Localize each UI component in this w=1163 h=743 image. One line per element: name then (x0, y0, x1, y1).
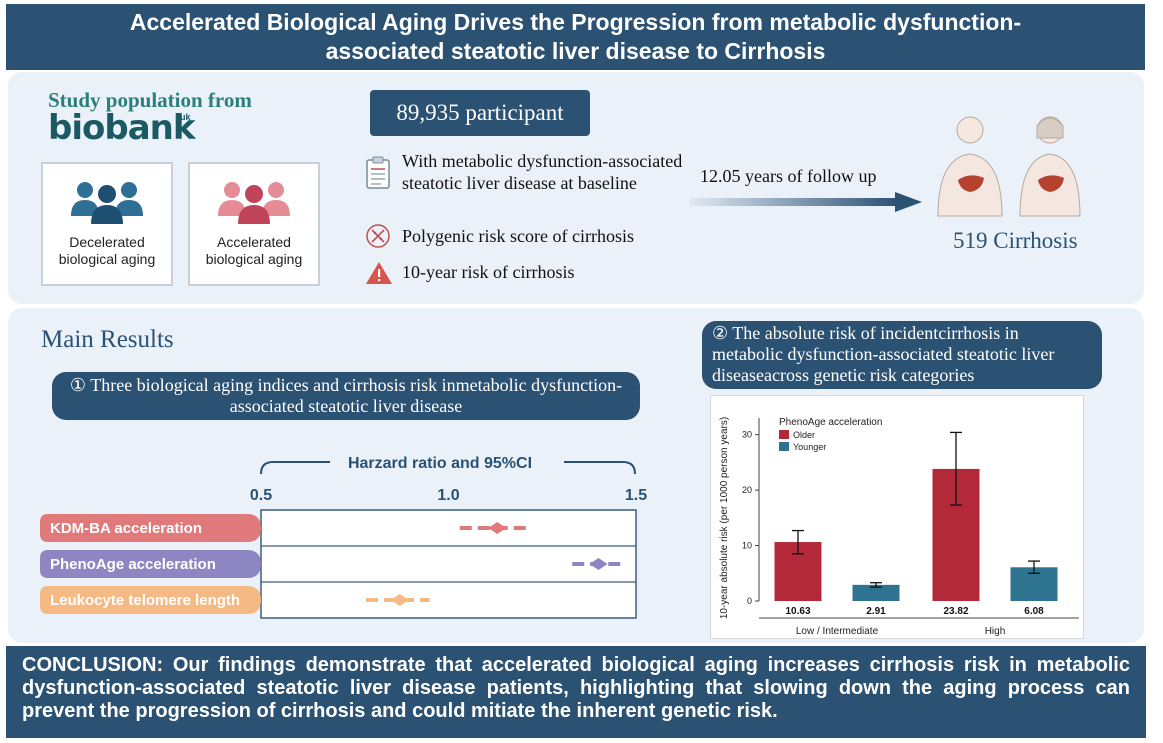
criterion-2-text: Polygenic risk score of cirrhosis (402, 226, 634, 246)
bar-value-label: 2.91 (866, 606, 886, 617)
criterion-1-text: With metabolic dysfunction-associated st… (402, 151, 683, 193)
warning-icon (366, 262, 392, 284)
follow-up-arrow (690, 192, 922, 212)
forest-point (589, 558, 608, 570)
bar-y-label: 10-year absolute risk (per 1000 person y… (719, 417, 730, 619)
forest-row-label-bg (40, 550, 261, 578)
conclusion-label: CONCLUSION: (22, 654, 164, 676)
group-label-2a: Accelerated (217, 234, 291, 250)
cirrhosis-count: 519 Cirrhosis (953, 228, 1078, 253)
forest-title: Harzard ratio and 95%CI (348, 455, 532, 472)
bar-category-label: High (985, 626, 1006, 637)
bar-chart-svg: 10-year absolute risk (per 1000 person y… (719, 417, 1079, 637)
forest-tick-label: 0.5 (250, 487, 272, 504)
forest-row-label-bg (40, 586, 261, 614)
bar-chart: 10-year absolute risk (per 1000 person y… (710, 395, 1084, 639)
bar-y-tick-label: 10 (742, 541, 752, 551)
legend-swatch-younger (779, 442, 789, 451)
group-decelerated: Decelerated biological aging (41, 162, 173, 286)
follow-up-label: 12.05 years of follow up (700, 166, 877, 186)
bar-y-tick-label: 0 (747, 596, 752, 606)
biobank-logo-sup: uk (180, 112, 191, 122)
bar-value-label: 10.63 (785, 606, 810, 617)
forest-point (390, 594, 409, 606)
group-label-1a: Decelerated (69, 234, 145, 250)
title-line-1: Accelerated Biological Aging Drives the … (129, 9, 1022, 35)
bar-category-label: Low / Intermediate (796, 626, 879, 637)
forest-row-label: Leukocyte telomere length (50, 592, 240, 609)
legend-title: PhenoAge acceleration (779, 417, 882, 428)
page-title: Accelerated Biological Aging Drives the … (6, 4, 1145, 70)
legend-younger: Younger (793, 442, 826, 452)
conclusion-box: CONCLUSION: Our findings demonstrate tha… (6, 646, 1146, 738)
bar-y-tick-label: 30 (742, 430, 752, 440)
conclusion-text: Our findings demonstrate that accelerate… (22, 654, 1130, 722)
bar (852, 584, 900, 601)
forest-point (488, 522, 507, 534)
clipboard-icon (366, 156, 390, 189)
people-group-icon (218, 182, 290, 224)
forest-row-label-bg (40, 514, 261, 542)
people-group-icon (71, 182, 143, 224)
bar-value-label: 6.08 (1024, 606, 1044, 617)
criterion-3-text: 10-year risk of cirrhosis (402, 262, 575, 282)
bar-y-tick-label: 20 (742, 485, 752, 495)
bar-value-label: 23.82 (943, 606, 968, 617)
main-results-title: Main Results (41, 326, 174, 353)
dna-icon (366, 224, 390, 248)
result-2-heading: ② The absolute risk of incidentcirrhosis… (702, 321, 1102, 389)
biobank-logo: biobank (48, 108, 195, 148)
forest-row-label: KDM-BA acceleration (50, 520, 202, 537)
group-label-1b: biological aging (58, 251, 156, 267)
participant-count: 89,935 participant (370, 90, 590, 136)
patients-illustration (937, 116, 1081, 217)
title-line-2: associated steatotic liver disease to Ci… (325, 38, 826, 64)
forest-row-label: PhenoAge acceleration (50, 556, 216, 573)
study-population-title: Study population from (48, 88, 252, 112)
forest-plot: Harzard ratio and 95%CI 0.5 1.0 1.5 KDM-BA… (40, 455, 647, 619)
result-1-heading: ① Three biological aging indices and cir… (52, 372, 640, 420)
forest-tick-label: 1.5 (625, 487, 647, 504)
forest-tick-label: 1.0 (437, 487, 459, 504)
legend-older: Older (793, 430, 815, 440)
legend-swatch-older (779, 430, 789, 439)
liver-icon (958, 175, 984, 192)
liver-icon (1038, 175, 1064, 192)
group-label-2b: biological aging (205, 251, 303, 267)
group-accelerated: Accelerated biological aging (188, 162, 320, 286)
